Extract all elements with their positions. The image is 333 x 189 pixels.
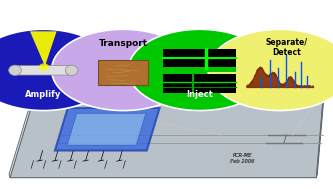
Polygon shape — [9, 97, 33, 178]
Polygon shape — [55, 108, 160, 150]
Polygon shape — [30, 31, 57, 66]
Text: Separate/
Detect: Separate/ Detect — [265, 38, 307, 57]
Polygon shape — [67, 113, 146, 145]
Text: Transport: Transport — [99, 39, 148, 48]
Text: Amplify: Amplify — [25, 90, 62, 99]
Bar — [163, 49, 236, 68]
Bar — [98, 60, 148, 85]
FancyBboxPatch shape — [13, 66, 73, 75]
Polygon shape — [32, 97, 324, 100]
Polygon shape — [316, 97, 324, 178]
Ellipse shape — [39, 63, 49, 71]
Ellipse shape — [9, 65, 21, 76]
Circle shape — [208, 29, 333, 111]
Circle shape — [0, 29, 115, 111]
Text: PCR-ME
Feb 2006: PCR-ME Feb 2006 — [231, 153, 254, 164]
Bar — [163, 74, 236, 93]
Circle shape — [52, 29, 195, 111]
Text: PCR-ME
Feb 2006: PCR-ME Feb 2006 — [230, 153, 255, 164]
Ellipse shape — [65, 65, 78, 76]
Bar — [163, 67, 236, 72]
Polygon shape — [10, 100, 323, 178]
Circle shape — [128, 29, 271, 111]
Text: Inject: Inject — [186, 90, 213, 99]
